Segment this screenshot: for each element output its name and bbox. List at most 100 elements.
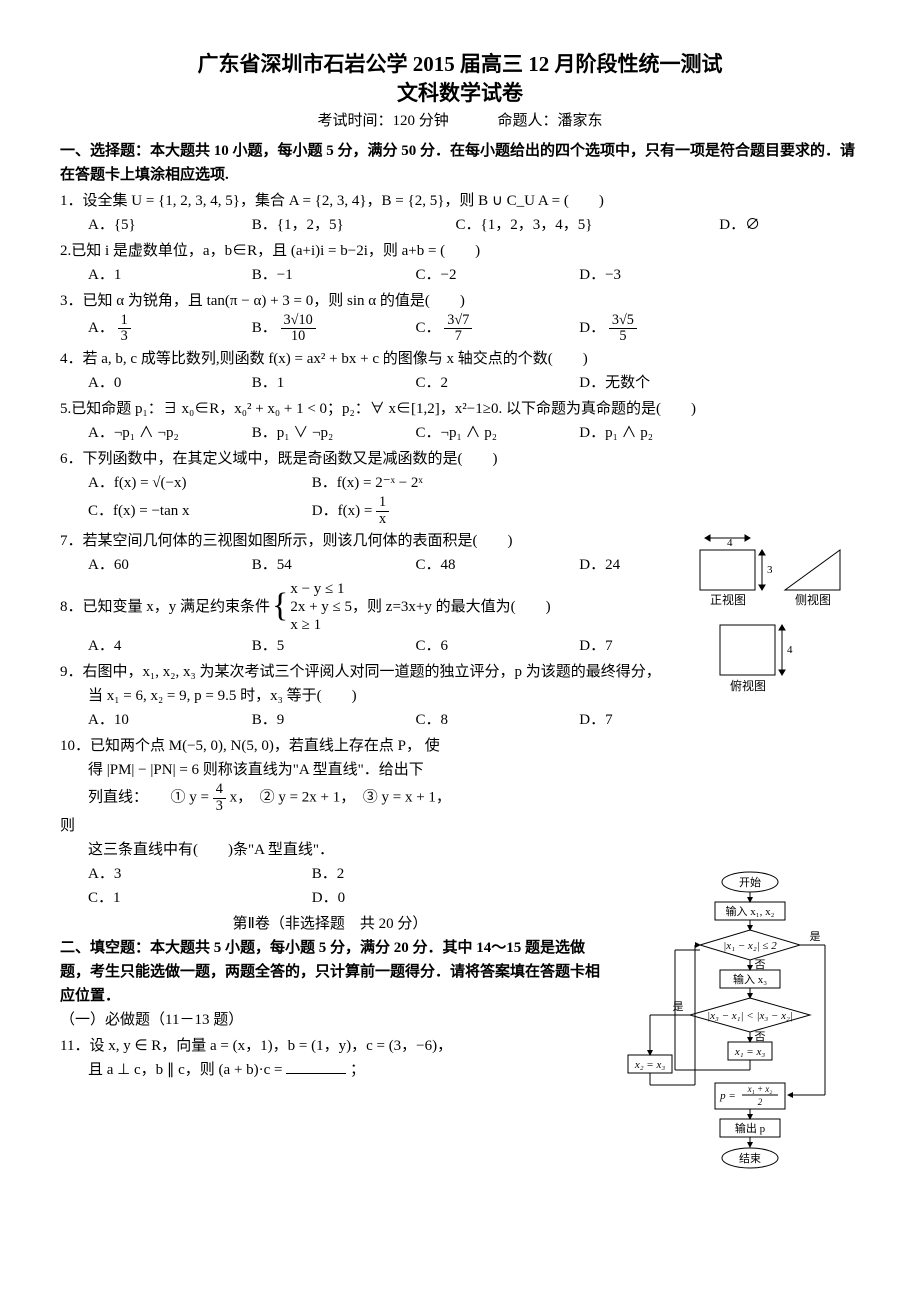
svg-text:x₁ + x₂: x₁ + x₂ <box>747 1084 773 1094</box>
q10-opt-a: A．3 <box>88 862 308 886</box>
q1-stem: 1．设全集 U = {1, 2, 3, 4, 5}，集合 A = {2, 3, … <box>60 189 860 213</box>
q6-opt-c: C．f(x) = −tan x <box>88 499 308 523</box>
q1-opt-c: C．{1，2，3，4，5} <box>456 213 716 237</box>
q9-opt-c: C．8 <box>416 708 576 732</box>
q10-f1-num: 4 <box>213 782 226 799</box>
q2-opt-a: A．1 <box>88 263 248 287</box>
q10-opt-b: B．2 <box>312 862 345 886</box>
q6-d-num: 1 <box>376 495 389 512</box>
q3-stem: 3．已知 α 为锐角，且 tan(π − α) + 3 = 0，则 sin α … <box>60 289 860 313</box>
svg-text:否: 否 <box>755 959 766 971</box>
question-5: 5.已知命题 p₁：∃ x₀∈R，x₀² + x₀ + 1 < 0；p₂：∀ x… <box>60 397 860 445</box>
q11-blank <box>286 1058 346 1074</box>
q6-d-den: x <box>376 512 389 528</box>
q10-stem3: 列直线： ① y = 43 x， ② y = 2x + 1， ③ y = x +… <box>88 782 600 814</box>
q4-opt-d: D．无数个 <box>579 371 739 395</box>
q3-opt-c: C． 3√77 <box>416 313 576 345</box>
svg-text:是: 是 <box>810 930 821 943</box>
q10-f1-den: 3 <box>213 799 226 815</box>
three-view-diagram: 4 3 4 正视图 侧视图 俯视图 <box>690 530 850 706</box>
q6-stem: 6．下列函数中，在其定义域中，既是奇函数又是减函数的是( ) <box>60 447 860 471</box>
q9-opt-b: B．9 <box>252 708 412 732</box>
q7-opt-c: C．48 <box>416 553 576 577</box>
q10-opt-d: D．0 <box>312 886 345 910</box>
q3-d-label: D． <box>579 316 605 340</box>
q11-l2-pre: 且 a ⊥ c，b ∥ c，则 (a + b)·c = <box>88 1062 286 1078</box>
svg-text:输入 x₁, x₂: 输入 x₁, x₂ <box>726 904 775 918</box>
svg-text:侧视图: 侧视图 <box>795 592 831 607</box>
svg-text:是: 是 <box>673 1000 684 1013</box>
q8-opt-b: B．5 <box>252 634 412 658</box>
q3-b-den: 10 <box>281 329 316 345</box>
question-3: 3．已知 α 为锐角，且 tan(π − α) + 3 = 0，则 sin α … <box>60 289 860 345</box>
q4-stem: 4．若 a, b, c 成等比数列,则函数 f(x) = ax² + bx + … <box>60 347 860 371</box>
q3-a-label: A． <box>88 316 114 340</box>
q7-opt-b: B．54 <box>252 553 412 577</box>
svg-text:2: 2 <box>758 1097 763 1107</box>
q10-s3-mid: x， ② y = 2x + 1， ③ y = x + 1， <box>230 789 451 805</box>
q5-opt-c: C．¬p₁ ∧ p₂ <box>416 421 576 445</box>
svg-text:x₂ = x₃: x₂ = x₃ <box>634 1059 666 1071</box>
part2-heading: 第Ⅱ卷（非选择题 共 20 分） <box>60 912 600 936</box>
q8-opt-c: C．6 <box>416 634 576 658</box>
q3-b-label: B． <box>252 316 277 340</box>
q10-stem1: 10．已知两个点 M(−5, 0), N(5, 0)，若直线上存在点 P， 使 <box>60 734 600 758</box>
q3-c-den: 7 <box>444 329 472 345</box>
q3-opt-b: B． 3√1010 <box>252 313 412 345</box>
q4-opt-b: B．1 <box>252 371 412 395</box>
q1-opt-b: B．{1，2，5} <box>252 213 452 237</box>
q2-stem: 2.已知 i 是虚数单位，a，b∈R，且 (a+i)i = b−2i，则 a+b… <box>60 239 860 263</box>
q5-stem: 5.已知命题 p₁：∃ x₀∈R，x₀² + x₀ + 1 < 0；p₂：∀ x… <box>60 397 860 421</box>
svg-text:正视图: 正视图 <box>710 592 746 607</box>
q9-opt-d: D．7 <box>579 708 739 732</box>
q1-opt-a: A．{5} <box>88 213 248 237</box>
q5-opt-d: D．p₁ ∧ p₂ <box>579 421 739 445</box>
q10-s3-pre: 列直线： ① y = <box>88 789 213 805</box>
question-4: 4．若 a, b, c 成等比数列,则函数 f(x) = ax² + bx + … <box>60 347 860 395</box>
q3-b-num: 3√10 <box>281 313 316 330</box>
q3-d-den: 5 <box>609 329 637 345</box>
q3-a-num: 1 <box>118 313 131 330</box>
q6-d-label: D．f(x) = <box>312 499 373 523</box>
exam-author: 命题人：潘家东 <box>498 113 603 129</box>
q8-c3: x ≥ 1 <box>290 616 352 634</box>
q2-opt-b: B．−1 <box>252 263 412 287</box>
q1-opt-d: D．∅ <box>719 213 760 237</box>
svg-text:x₁ = x₃: x₁ = x₃ <box>734 1046 766 1058</box>
q8-stem-pre: 8．已知变量 x，y 满足约束条件 <box>60 595 270 619</box>
svg-text:4: 4 <box>787 644 793 656</box>
q3-d-num: 3√5 <box>609 313 637 330</box>
svg-text:4: 4 <box>727 537 733 549</box>
flowchart-svg: 开始 输入 x₁, x₂ |x₁ − x₂| ≤ 2 是 否 输入 x₃ |x₃… <box>620 870 840 1190</box>
q3-opt-a: A． 13 <box>88 313 248 345</box>
q8-c1: x − y ≤ 1 <box>290 580 352 598</box>
exam-meta: 考试时间：120 分钟 命题人：潘家东 <box>60 109 860 133</box>
svg-text:否: 否 <box>755 1031 766 1043</box>
q3-c-label: C． <box>416 316 441 340</box>
q10-stem2: 得 |PM| − |PN| = 6 则称该直线为"A 型直线"．给出下 <box>88 758 600 782</box>
section-2-heading: 二、填空题：本大题共 5 小题，每小题 5 分，满分 20 分．其中 14～15… <box>60 936 600 1008</box>
q4-opt-c: C．2 <box>416 371 576 395</box>
q8-opt-a: A．4 <box>88 634 248 658</box>
q8-stem-post: ，则 z=3x+y 的最大值为( ) <box>352 595 551 619</box>
three-view-svg: 4 3 4 正视图 侧视图 俯视图 <box>690 530 850 700</box>
q2-opt-c: C．−2 <box>416 263 576 287</box>
q6-opt-b: B．f(x) = 2⁻ˣ − 2ˣ <box>312 471 572 495</box>
question-1: 1．设全集 U = {1, 2, 3, 4, 5}，集合 A = {2, 3, … <box>60 189 860 237</box>
question-6: 6．下列函数中，在其定义域中，既是奇函数又是减函数的是( ) A．f(x) = … <box>60 447 860 527</box>
q7-opt-a: A．60 <box>88 553 248 577</box>
q4-opt-a: A．0 <box>88 371 248 395</box>
svg-text:p =: p = <box>719 1090 736 1102</box>
q8-c2: 2x + y ≤ 5 <box>290 598 352 616</box>
svg-text:|x₃ − x₁| < |x₃ − x₂|: |x₃ − x₁| < |x₃ − x₂| <box>707 1010 793 1022</box>
svg-text:3: 3 <box>767 564 773 576</box>
q10-stem4: 则 <box>60 814 600 838</box>
svg-text:输出 p: 输出 p <box>735 1121 766 1135</box>
q10-opt-c: C．1 <box>88 886 308 910</box>
q3-a-den: 3 <box>118 329 131 345</box>
svg-text:结束: 结束 <box>739 1152 761 1165</box>
q10-stem5: 这三条直线中有( )条"A 型直线"． <box>88 838 600 862</box>
question-2: 2.已知 i 是虚数单位，a，b∈R，且 (a+i)i = b−2i，则 a+b… <box>60 239 860 287</box>
flowchart-diagram: 开始 输入 x₁, x₂ |x₁ − x₂| ≤ 2 是 否 输入 x₃ |x₃… <box>620 870 840 1198</box>
q5-opt-b: B．p₁ ∨ ¬p₂ <box>252 421 412 445</box>
